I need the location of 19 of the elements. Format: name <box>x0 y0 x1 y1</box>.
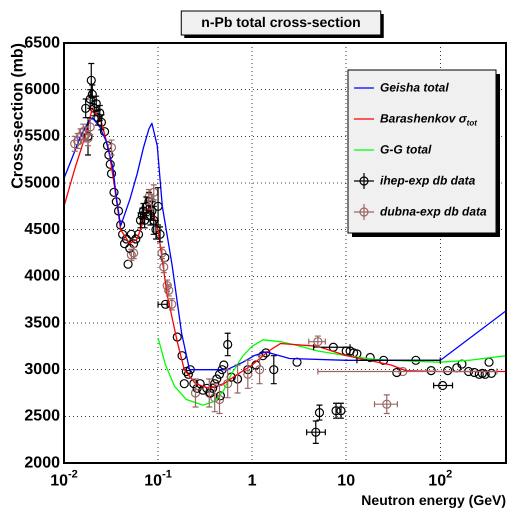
legend-label: G-G total <box>380 142 432 156</box>
y-tick-label: 3500 <box>24 314 60 332</box>
x-tick-label: 1 <box>248 472 257 490</box>
legend-label: Geisha total <box>380 80 450 94</box>
y-tick-label: 3000 <box>24 361 60 378</box>
y-tick-label: 4000 <box>24 268 60 285</box>
y-tick-label: 4500 <box>24 221 60 238</box>
legend-label: ihep-exp db data <box>380 173 476 188</box>
y-tick-label: 5500 <box>24 128 60 145</box>
y-tick-label: 6000 <box>24 81 60 98</box>
x-axis-title: Neutron energy (GeV) <box>361 492 506 508</box>
y-tick-label: 2500 <box>24 408 60 425</box>
y-axis-title: Cross-section (mb) <box>9 43 26 189</box>
chart-title: n-Pb total cross-section <box>201 14 361 30</box>
legend-label: dubna-exp db data <box>380 204 487 218</box>
y-tick-label: 6500 <box>24 34 60 52</box>
y-tick-label: 2000 <box>24 454 60 472</box>
x-tick-label: 10 <box>337 472 356 490</box>
y-tick-label: 5000 <box>24 174 60 192</box>
